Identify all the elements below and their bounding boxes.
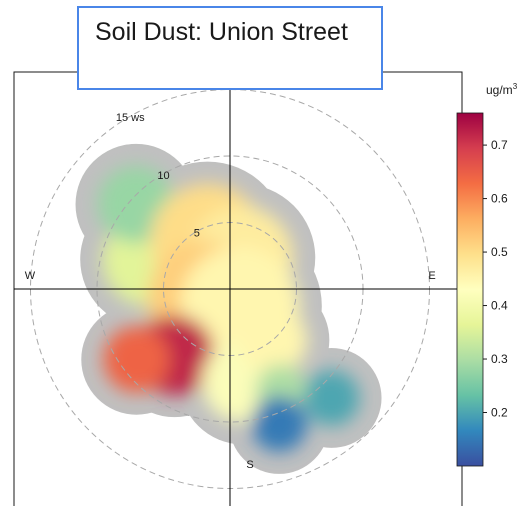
chart-title: Soil Dust: Union Street (77, 6, 383, 90)
direction-label-e: E (428, 270, 435, 282)
concentration-blob (238, 305, 308, 375)
colorbar-tick-label: 0.2 (491, 406, 508, 420)
colorbar-tick-label: 0.5 (491, 245, 508, 259)
ws-ring-label: 15 ws (116, 112, 145, 124)
colorbar-tick-label: 0.6 (491, 192, 508, 206)
direction-label-s: S (246, 459, 253, 471)
concentration-blob (251, 396, 308, 452)
ws-ring-label: 10 (157, 170, 169, 182)
colorbar-tick-label: 0.4 (491, 299, 508, 313)
direction-label-w: W (25, 270, 36, 282)
colorbar (456, 112, 484, 467)
concentration-blob (303, 370, 360, 426)
colorbar-unit-label: ug/m3 (486, 82, 518, 97)
colorbar-tick-label: 0.7 (491, 138, 508, 152)
concentration-field (97, 165, 360, 452)
colorbar-tick-label: 0.3 (491, 352, 508, 366)
ws-ring-label: 5 (194, 227, 200, 239)
concentration-blob (103, 326, 170, 393)
